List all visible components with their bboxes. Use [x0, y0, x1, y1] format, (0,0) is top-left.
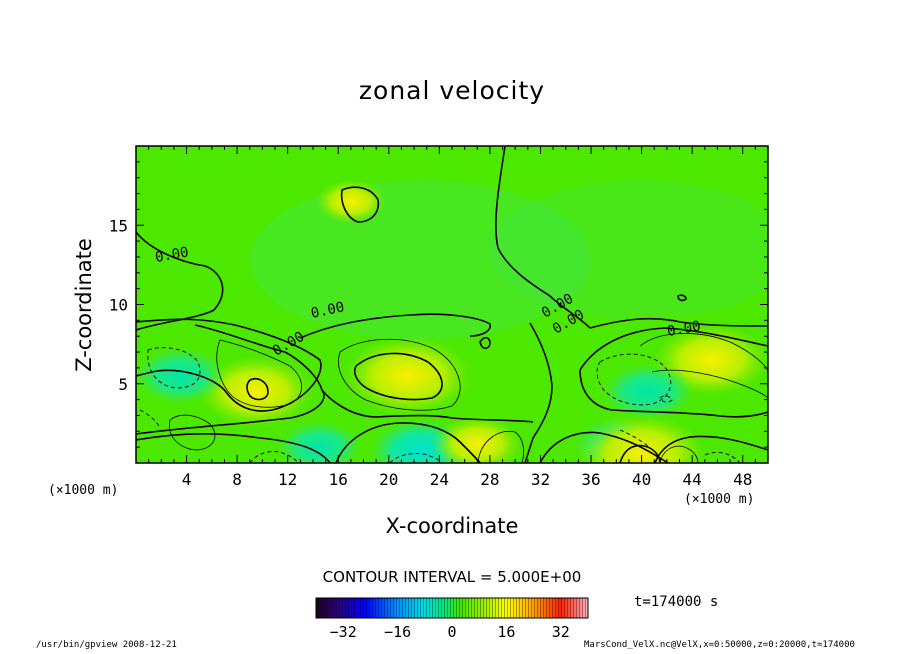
positive-velocity-region: [343, 335, 473, 416]
colorbar-tick-label: 0: [447, 623, 456, 641]
y-tick-label: 10: [109, 296, 128, 315]
x-tick-label: 48: [733, 470, 752, 489]
footer-program-date: /usr/bin/gpview 2008-12-21: [36, 640, 177, 650]
x-unit-label-left: (×1000 m): [48, 483, 119, 498]
contour-field: 0.000.000.000.000.00 0.00: [136, 146, 768, 463]
y-axis-label: Z-coordinate: [72, 238, 96, 372]
positive-contours: [169, 333, 768, 463]
contour-interval-label: CONTOUR INTERVAL = 5.000E+00: [322, 568, 582, 586]
x-tick-label: 36: [581, 470, 600, 489]
x-axis-label: X-coordinate: [385, 514, 519, 538]
x-tick-label: 40: [632, 470, 651, 489]
x-tick-label: 4: [182, 470, 192, 489]
negative-velocity-region: [136, 347, 226, 404]
chart-title: zonal velocity: [358, 76, 546, 105]
time-label: t=174000 s: [634, 594, 719, 610]
colorbar-frame: [315, 597, 589, 619]
colorbar-tick-label: −16: [384, 623, 411, 641]
contour-label: 0.00: [666, 318, 702, 340]
positive-velocity-region: [577, 413, 706, 463]
x-unit-label-right: (×1000 m): [684, 492, 755, 507]
zero-contours: [136, 146, 768, 463]
x-tick-label: 16: [329, 470, 348, 489]
colorbar-tick-label: −32: [330, 623, 357, 641]
footer-data-source: MarsCond_VelX.nc@VelX,x=0:50000,z=0:2000…: [584, 640, 855, 650]
contour-label: 0.00: [310, 299, 346, 322]
colorbar-tick-label: 32: [552, 623, 570, 641]
negative-velocity-region: [277, 421, 362, 463]
negative-velocity-region: [602, 363, 694, 420]
x-tick-label: 28: [480, 470, 499, 489]
x-tick-label: 24: [430, 470, 449, 489]
colorbar-tick-label: 16: [497, 623, 515, 641]
positive-velocity-region: [432, 415, 523, 463]
x-tick-label: 20: [379, 470, 398, 489]
contour-label: 0.00: [154, 244, 190, 266]
y-tick-label: 5: [118, 375, 128, 394]
negative-contours: [139, 347, 741, 463]
x-tick-label: 8: [232, 470, 242, 489]
positive-velocity-region: [198, 355, 315, 428]
x-tick-label: 12: [278, 470, 297, 489]
y-tick-label: 15: [109, 216, 128, 235]
x-tick-label: 32: [531, 470, 550, 489]
x-tick-label: 44: [683, 470, 702, 489]
colorbar-stripes: [316, 598, 588, 618]
